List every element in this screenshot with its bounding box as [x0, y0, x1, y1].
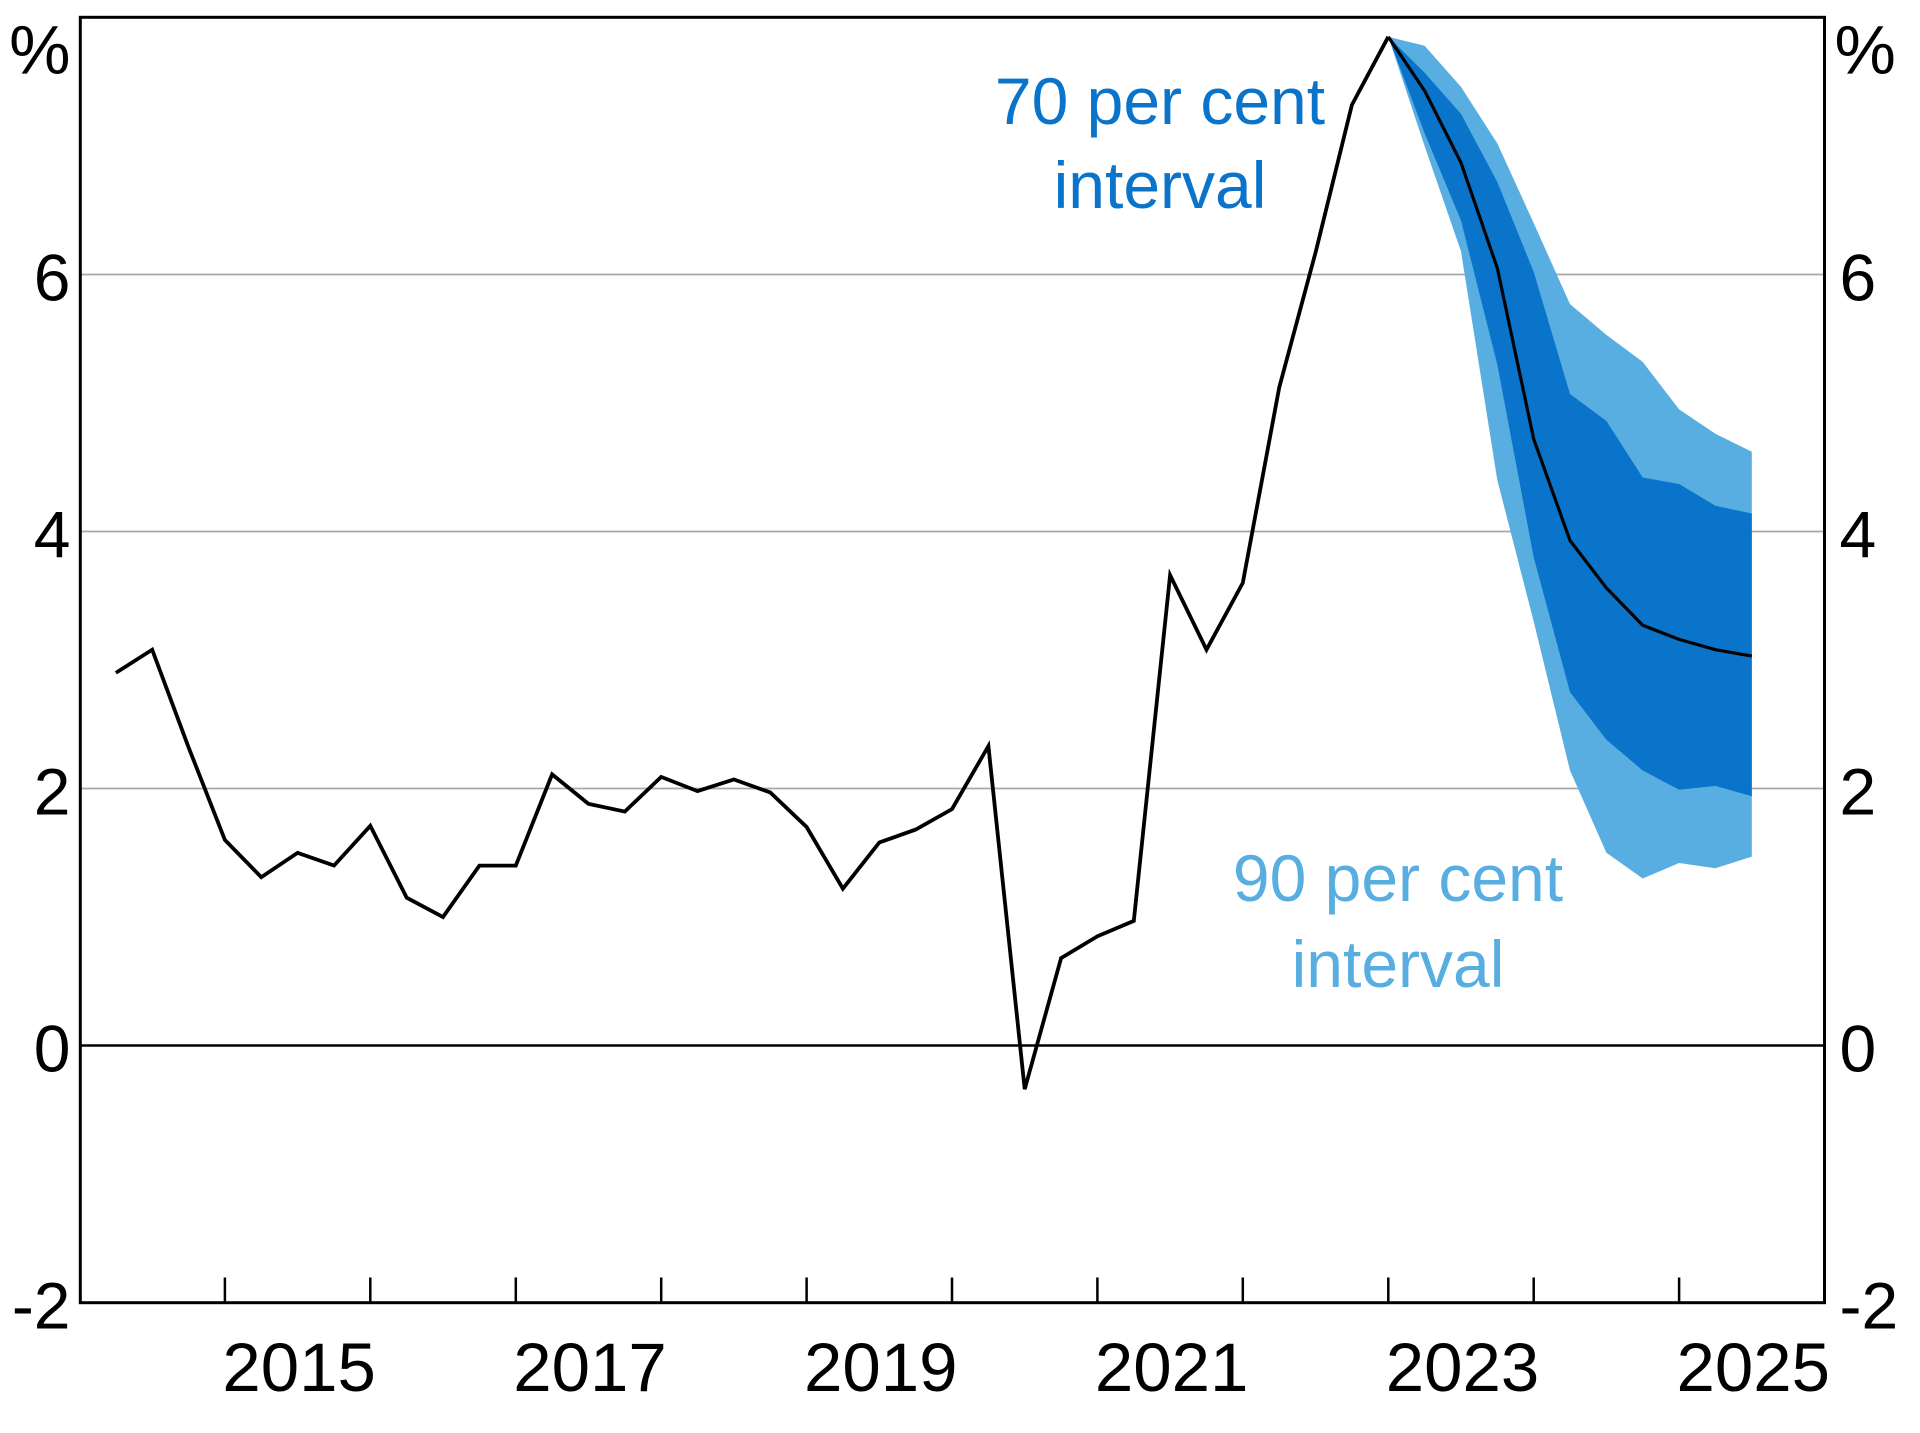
svg-text:2: 2 — [1840, 755, 1877, 829]
svg-text:interval: interval — [1292, 927, 1505, 1001]
svg-text:%: % — [9, 12, 70, 89]
svg-text:%: % — [1835, 12, 1896, 89]
svg-text:2025: 2025 — [1677, 1329, 1831, 1406]
svg-text:90 per cent: 90 per cent — [1233, 841, 1563, 915]
svg-text:6: 6 — [1840, 241, 1877, 315]
svg-text:4: 4 — [1840, 498, 1877, 572]
svg-text:2021: 2021 — [1095, 1329, 1249, 1406]
svg-text:2017: 2017 — [513, 1329, 667, 1406]
svg-text:2019: 2019 — [804, 1329, 958, 1406]
svg-text:2: 2 — [34, 755, 71, 829]
svg-text:0: 0 — [34, 1012, 71, 1086]
svg-text:2023: 2023 — [1386, 1329, 1540, 1406]
svg-text:interval: interval — [1054, 148, 1267, 222]
svg-text:6: 6 — [34, 241, 71, 315]
svg-text:-2: -2 — [1840, 1269, 1899, 1343]
svg-text:4: 4 — [34, 498, 71, 572]
svg-text:70 per cent: 70 per cent — [995, 64, 1325, 138]
svg-text:0: 0 — [1840, 1012, 1877, 1086]
svg-text:2015: 2015 — [222, 1329, 376, 1406]
svg-text:-2: -2 — [12, 1269, 71, 1343]
